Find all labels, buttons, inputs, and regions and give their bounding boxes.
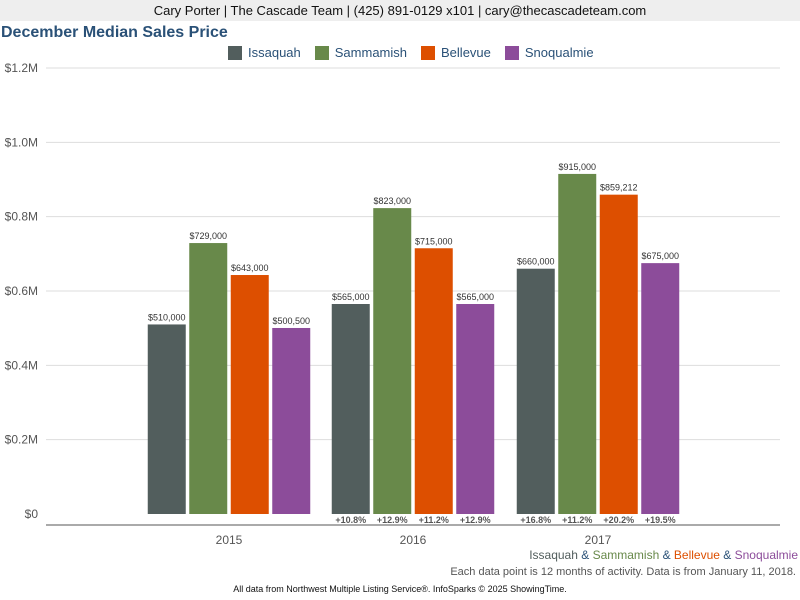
bar-sammamish-2016	[373, 208, 412, 514]
change-label: +20.2%	[603, 515, 634, 525]
legend-item-bellevue[interactable]: Bellevue	[421, 44, 491, 62]
source-footer: All data from Northwest Multiple Listing…	[233, 584, 567, 594]
data-label: $643,000	[231, 263, 269, 273]
legend-label: Sammamish	[334, 45, 408, 60]
bar-issaquah-2015	[147, 324, 186, 514]
bar-issaquah-2016	[331, 304, 370, 514]
subline-issaquah: Issaquah	[529, 548, 578, 562]
legend-label: Snoqualmie	[524, 45, 594, 60]
data-label: $859,212	[600, 183, 638, 193]
y-tick-label: $1.0M	[5, 135, 38, 149]
legend-item-snoqualmie[interactable]: Snoqualmie	[504, 44, 594, 62]
x-tick-label: 2016	[400, 533, 427, 547]
series-subline: Issaquah & Sammamish & Bellevue & Snoqua…	[529, 548, 798, 562]
bar-issaquah-2017	[516, 268, 555, 514]
data-label: $565,000	[332, 292, 370, 302]
legend-swatch	[228, 46, 242, 60]
bar-snoqualmie-2017	[641, 263, 680, 514]
change-label: +12.9%	[377, 515, 408, 525]
x-tick-label: 2015	[216, 533, 243, 547]
legend-item-sammamish[interactable]: Sammamish	[314, 44, 408, 62]
bar-chart: $0 $0.2M $0.4M $0.6M $0.8M $1.0M $1.2M $510,000…	[5, 61, 780, 547]
legend-swatch	[314, 46, 329, 60]
y-tick-label: $1.2M	[5, 61, 38, 75]
y-tick-label: $0.6M	[5, 284, 38, 298]
bar-bellevue-2016	[414, 248, 453, 514]
contact-header: Cary Porter | The Cascade Team | (425) 8…	[0, 0, 800, 21]
bar-bellevue-2015	[230, 275, 269, 514]
x-tick-label: 2017	[585, 533, 612, 547]
legend-swatch	[504, 46, 519, 60]
y-tick-label: $0.2M	[5, 433, 38, 447]
bar-sammamish-2015	[189, 243, 228, 514]
legend-label: Issaquah	[248, 45, 301, 60]
data-label: $510,000	[148, 312, 186, 322]
data-label: $915,000	[558, 162, 596, 172]
data-label: $675,000	[641, 251, 679, 261]
legend-item-issaquah[interactable]: Issaquah	[228, 44, 301, 62]
subline-sammamish: Sammamish	[592, 548, 660, 562]
bar-sammamish-2017	[558, 173, 597, 515]
change-label: +19.5%	[645, 515, 676, 525]
chart-title: December Median Sales Price	[1, 24, 228, 41]
subline-bellevue: Bellevue	[673, 548, 720, 562]
data-label: $500,500	[272, 316, 310, 326]
subline-snoqualmie: Snoqualmie	[734, 548, 798, 562]
bar-bellevue-2017	[599, 194, 638, 514]
y-tick-label: $0	[25, 507, 39, 521]
data-label: $660,000	[517, 257, 555, 267]
change-label: +16.8%	[520, 515, 551, 525]
y-tick-label: $0.4M	[5, 358, 38, 372]
subline-sep: &	[659, 548, 674, 562]
data-label: $729,000	[189, 231, 227, 241]
subline-sep: &	[719, 548, 735, 562]
change-label: +11.2%	[562, 515, 592, 525]
bar-snoqualmie-2015	[272, 327, 311, 514]
legend-label: Bellevue	[441, 45, 491, 60]
change-label: +12.9%	[460, 515, 491, 525]
y-tick-label: $0.8M	[5, 210, 38, 224]
subline-sep: &	[577, 548, 593, 562]
legend-swatch	[421, 46, 436, 60]
chart-legend: Issaquah Sammamish Bellevue Snoqualmie	[228, 44, 608, 62]
data-label: $823,000	[373, 196, 411, 206]
bar-snoqualmie-2016	[456, 304, 495, 514]
change-label: +10.8%	[335, 515, 366, 525]
data-label: $715,000	[415, 236, 453, 246]
data-note: Each data point is 12 months of activity…	[450, 566, 796, 578]
change-label: +11.2%	[419, 515, 449, 525]
data-label: $565,000	[456, 292, 494, 302]
